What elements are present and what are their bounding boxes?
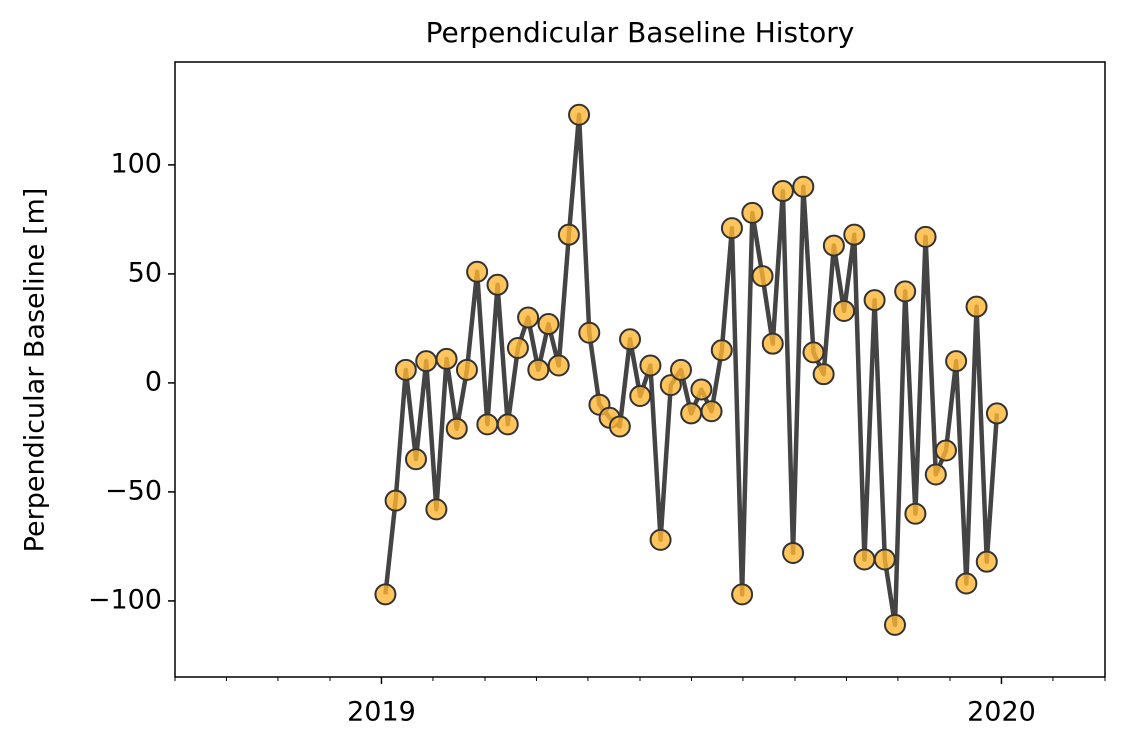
data-point <box>812 363 835 386</box>
data-point <box>578 321 601 344</box>
data-point <box>792 175 815 198</box>
data-point <box>639 354 662 377</box>
y-tick-label: 100 <box>110 148 162 179</box>
y-tick-label: 0 <box>145 366 162 397</box>
data-point <box>873 548 896 571</box>
data-point <box>955 572 978 595</box>
chart-title: Perpendicular Baseline History <box>426 16 855 49</box>
data-point <box>527 358 550 381</box>
x-tick-label: 2019 <box>347 697 416 728</box>
data-point <box>904 502 927 525</box>
data-point <box>833 299 856 322</box>
data-point <box>914 225 937 248</box>
data-point <box>649 528 672 551</box>
data-point <box>822 234 845 257</box>
data-point <box>884 613 907 636</box>
data-point <box>425 498 448 521</box>
data-point <box>455 358 478 381</box>
data-point <box>985 402 1008 425</box>
data-point <box>965 295 988 318</box>
y-tick-label: −100 <box>88 584 162 615</box>
data-point <box>608 415 631 438</box>
data-point <box>853 548 876 571</box>
data-point <box>669 358 692 381</box>
data-point <box>384 489 407 512</box>
data-point <box>680 402 703 425</box>
y-axis-label: Perpendicular Baseline [m] <box>20 188 51 553</box>
data-point <box>761 332 784 355</box>
data-point <box>466 260 489 283</box>
data-point <box>934 439 957 462</box>
y-tick-label: −50 <box>105 475 162 506</box>
data-point <box>802 341 825 364</box>
data-point <box>710 339 733 362</box>
data-point <box>374 583 397 606</box>
data-point <box>690 378 713 401</box>
data-point <box>924 463 947 486</box>
data-point <box>863 289 886 312</box>
data-point <box>629 384 652 407</box>
data-point <box>537 313 560 336</box>
data-point <box>619 328 642 351</box>
data-point <box>731 583 754 606</box>
plot-frame <box>174 61 1106 678</box>
data-point <box>975 550 998 573</box>
data-point <box>547 354 570 377</box>
data-point <box>843 223 866 246</box>
data-point <box>486 273 509 296</box>
data-point <box>435 347 458 370</box>
data-point <box>506 337 529 360</box>
data-point <box>404 448 427 471</box>
data-point <box>394 358 417 381</box>
data-point <box>771 180 794 203</box>
data-point <box>496 413 519 436</box>
data-point <box>415 350 438 373</box>
data-point <box>659 374 682 397</box>
data-point <box>517 306 540 329</box>
data-point <box>782 541 805 564</box>
data-point <box>445 417 468 440</box>
data-point <box>894 280 917 303</box>
data-point <box>557 223 580 246</box>
data-point <box>476 413 499 436</box>
data-point <box>751 265 774 288</box>
data-point <box>568 103 591 126</box>
data-point <box>700 400 723 423</box>
data-point <box>945 350 968 373</box>
data-point <box>741 201 764 224</box>
y-tick-label: 50 <box>128 257 162 288</box>
x-tick-label: 2020 <box>967 697 1036 728</box>
data-point <box>720 217 743 240</box>
